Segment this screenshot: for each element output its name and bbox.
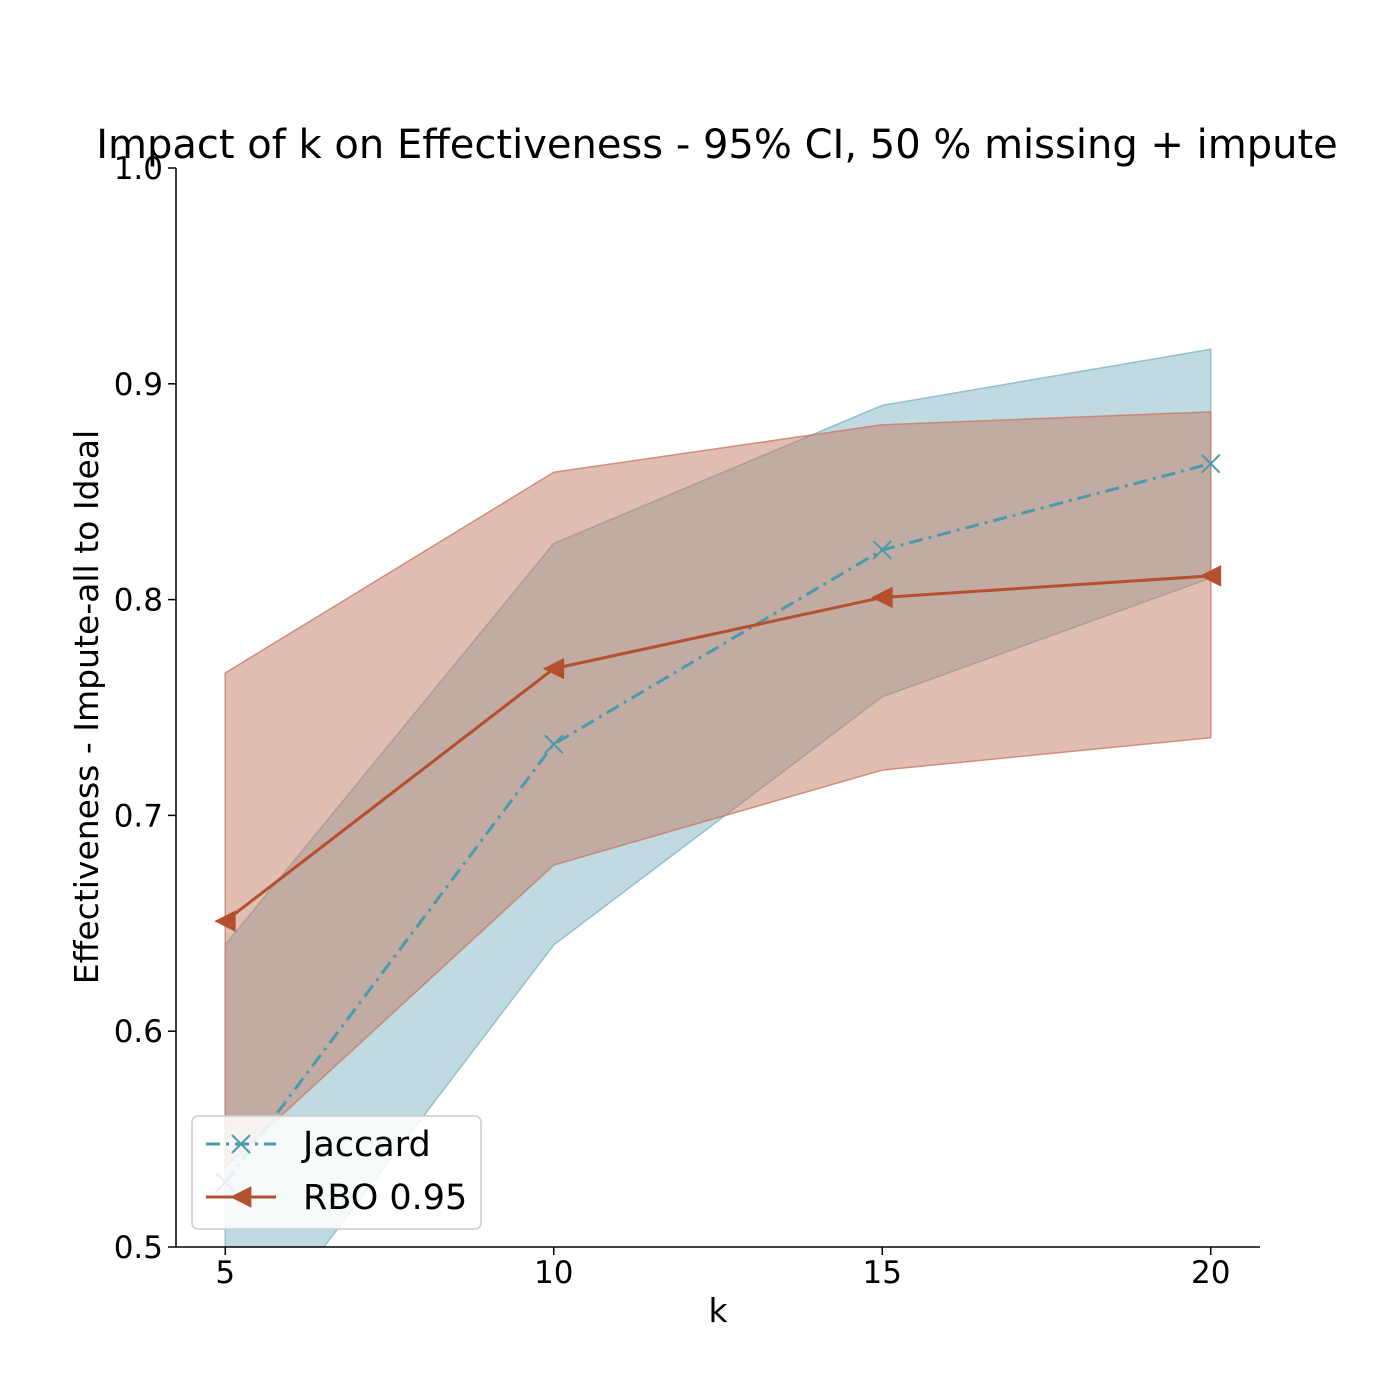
x-tick-label: 20 <box>1191 1255 1230 1291</box>
x-tick-label: 15 <box>863 1255 902 1291</box>
series-markers <box>214 453 1222 1192</box>
jaccard-line <box>224 462 1212 1184</box>
legend-jaccard-marker <box>231 1134 251 1154</box>
jaccard-marker <box>872 540 892 560</box>
y-tick-label: 0.7 <box>114 798 163 834</box>
rbo-0-95-line <box>224 574 1211 923</box>
legend: Jaccard RBO 0.95 <box>191 1115 482 1230</box>
y-tick-label: 0.5 <box>114 1230 163 1266</box>
legend-rbo-0-95-label: RBO 0.95 <box>303 1178 467 1218</box>
y-axis-label: Effectiveness - Impute-all to Ideal <box>67 430 106 984</box>
rbo-0-95-marker <box>1199 565 1222 587</box>
axes <box>175 168 1260 1248</box>
y-ticks: 0.5 0.6 0.7 0.8 0.9 1.0 <box>114 151 176 1266</box>
chart-title: Impact of k on Effectiveness - 95% CI, 5… <box>96 122 1338 168</box>
x-tick-label: 10 <box>534 1255 573 1291</box>
legend-rbo-0-95-marker <box>229 1186 252 1208</box>
rbo-0-95-marker <box>871 586 893 609</box>
series-lines <box>224 462 1212 1184</box>
x-ticks: 5 10 15 20 <box>215 1247 1230 1291</box>
x-tick-label: 5 <box>215 1255 235 1291</box>
legend-jaccard-label: Jaccard <box>301 1125 431 1165</box>
rbo-0-95-ci-band <box>224 411 1212 1169</box>
y-tick-label: 0.9 <box>114 367 163 403</box>
x-axis-label: k <box>708 1291 728 1330</box>
rbo-0-95-marker <box>214 910 236 932</box>
jaccard-marker <box>544 734 564 754</box>
jaccard-marker <box>1201 453 1221 474</box>
rbo-0-95-marker <box>542 657 565 680</box>
ci-bands <box>224 348 1212 1247</box>
y-tick-label: 0.8 <box>114 583 163 619</box>
y-tick-label: 0.6 <box>114 1014 163 1050</box>
y-tick-label: 1.0 <box>114 151 163 187</box>
